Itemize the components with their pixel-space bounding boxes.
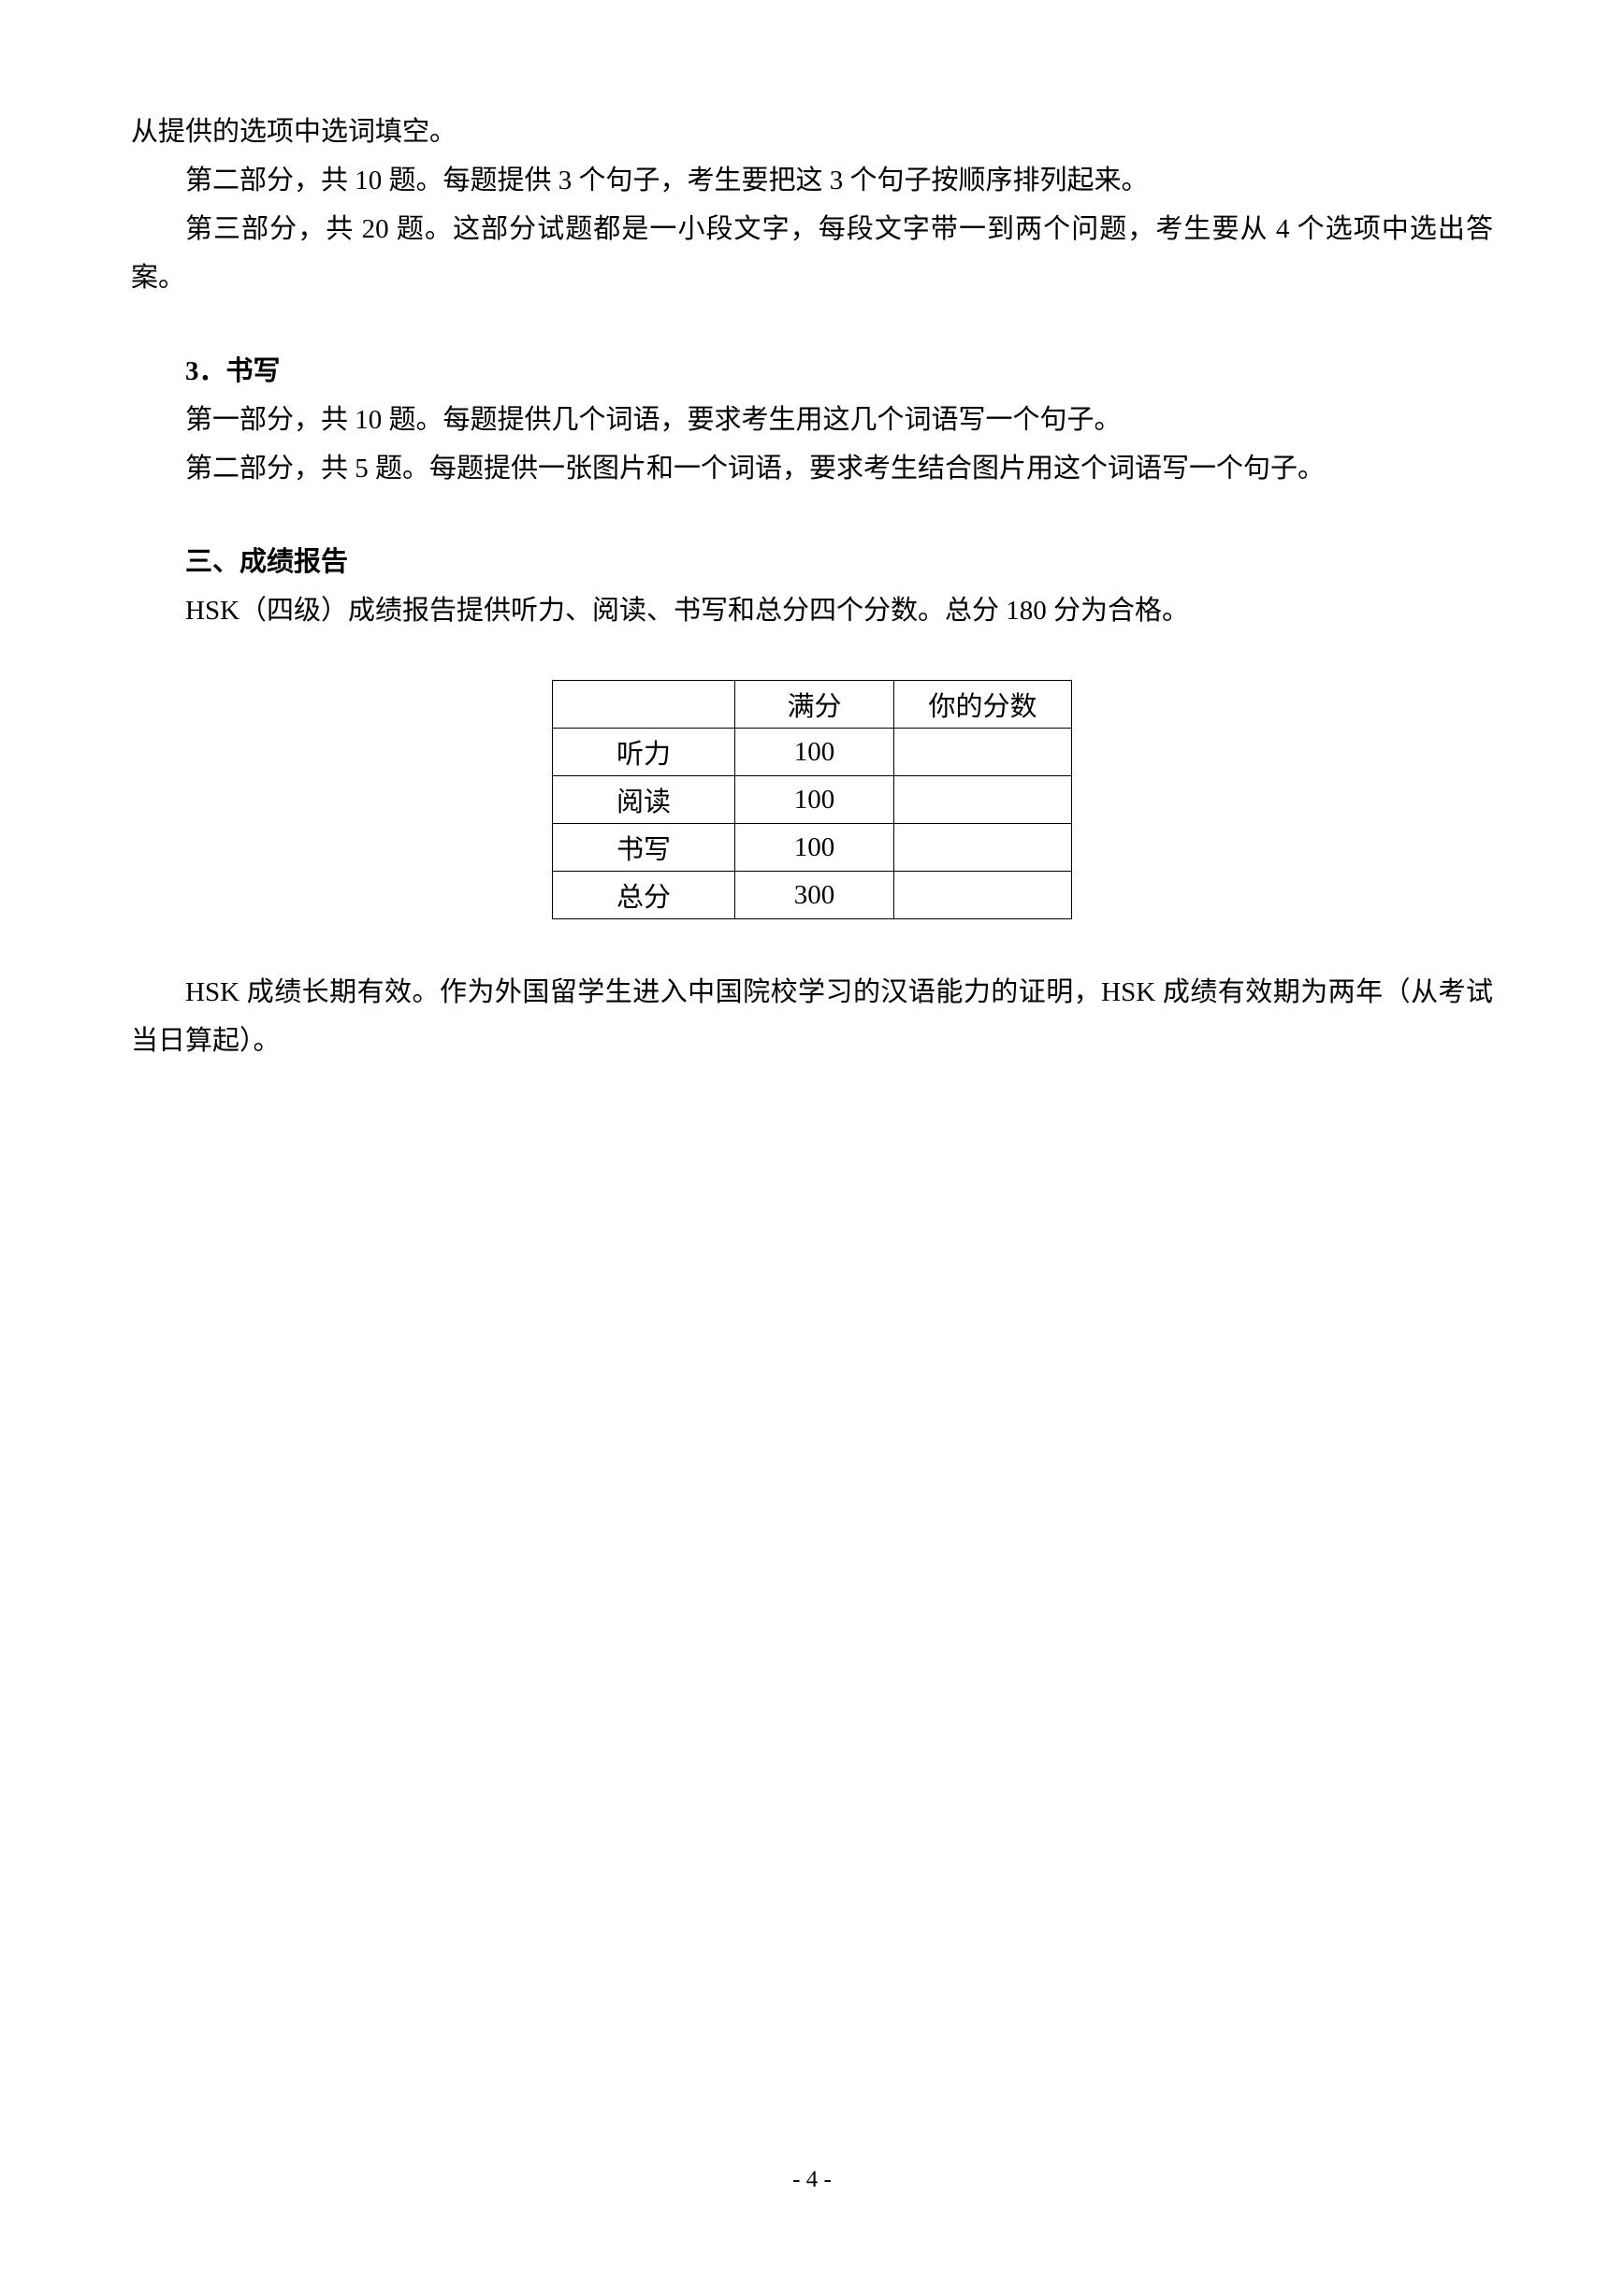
row-total-label: 总分 [553, 872, 735, 919]
page-number: - 4 - [0, 2167, 1624, 2193]
row-total-full: 300 [735, 872, 894, 919]
row-listening-label: 听力 [553, 729, 735, 776]
score-table: 满分 你的分数 听力 100 阅读 100 书写 100 总分 300 [552, 680, 1072, 919]
section-3-score-report-title: 三、成绩报告 [131, 538, 1493, 586]
table-row: 听力 100 [553, 729, 1072, 776]
section-3-writing-title: 3．书写 [131, 347, 1493, 396]
row-writing-score [894, 824, 1072, 872]
row-reading-label: 阅读 [553, 776, 735, 824]
header-empty [553, 681, 735, 729]
paragraph-part2: 第二部分，共 10 题。每题提供 3 个句子，考生要把这 3 个句子按顺序排列起… [131, 156, 1493, 205]
paragraph-part3: 第三部分，共 20 题。这部分试题都是一小段文字，每段文字带一到两个问题，考生要… [131, 205, 1493, 302]
section-3-writing-p1: 第一部分，共 10 题。每题提供几个词语，要求考生用这几个词语写一个句子。 [131, 396, 1493, 444]
table-row: 书写 100 [553, 824, 1072, 872]
after-table-paragraph: HSK 成绩长期有效。作为外国留学生进入中国院校学习的汉语能力的证明，HSK 成… [131, 968, 1493, 1065]
table-header-row: 满分 你的分数 [553, 681, 1072, 729]
row-listening-full: 100 [735, 729, 894, 776]
header-full-score: 满分 [735, 681, 894, 729]
paragraph-options: 从提供的选项中选词填空。 [131, 108, 1493, 156]
section-3-score-report-p1: HSK（四级）成绩报告提供听力、阅读、书写和总分四个分数。总分 180 分为合格… [131, 586, 1493, 635]
header-your-score: 你的分数 [894, 681, 1072, 729]
table-row: 阅读 100 [553, 776, 1072, 824]
row-reading-score [894, 776, 1072, 824]
row-writing-full: 100 [735, 824, 894, 872]
table-row: 总分 300 [553, 872, 1072, 919]
row-total-score [894, 872, 1072, 919]
row-listening-score [894, 729, 1072, 776]
score-table-container: 满分 你的分数 听力 100 阅读 100 书写 100 总分 300 [131, 680, 1493, 919]
row-reading-full: 100 [735, 776, 894, 824]
section-3-writing-p2: 第二部分，共 5 题。每题提供一张图片和一个词语，要求考生结合图片用这个词语写一… [131, 444, 1493, 493]
row-writing-label: 书写 [553, 824, 735, 872]
